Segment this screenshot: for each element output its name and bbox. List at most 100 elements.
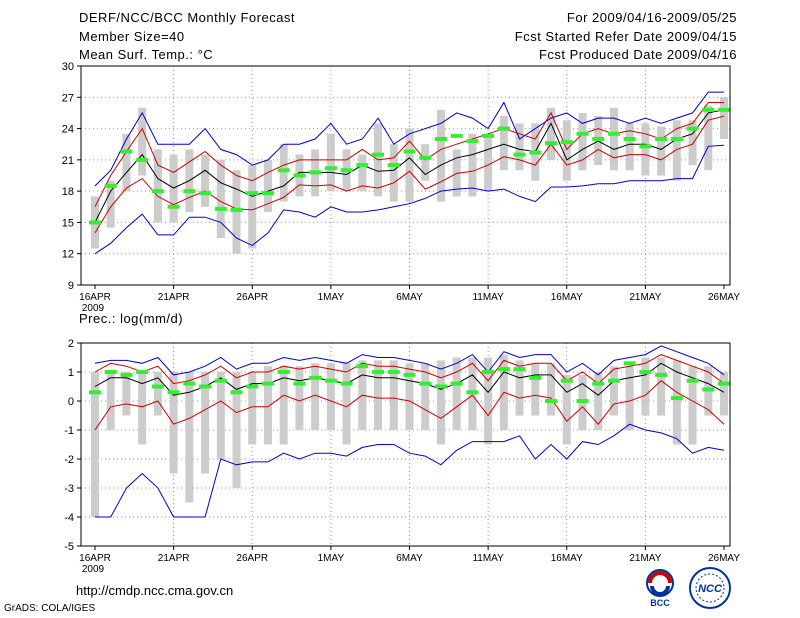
y-tick-label: -2 [64, 454, 74, 466]
ensemble-mean-mark [230, 390, 243, 395]
ensemble-mean-mark [529, 150, 542, 155]
x-tick-label: 21MAY [629, 553, 661, 564]
source-url[interactable]: http://cmdp.ncc.cma.gov.cn [76, 583, 234, 598]
ensemble-box [248, 372, 257, 445]
bcc-logo-text: BCC [650, 598, 670, 608]
ensemble-mean-mark [529, 375, 542, 380]
ensemble-mean-mark [356, 163, 369, 168]
ensemble-box [672, 360, 681, 445]
ensemble-mean-mark [372, 370, 385, 374]
ensemble-mean-mark [639, 370, 652, 374]
ensemble-mean-mark [686, 126, 699, 131]
ensemble-mean-mark [655, 137, 668, 141]
ensemble-box [515, 360, 524, 416]
y-tick-label: 15 [62, 217, 74, 229]
x-year-label: 2009 [82, 564, 105, 575]
y-tick-label: 21 [62, 155, 74, 167]
ensemble-box [484, 357, 493, 445]
ensemble-box [389, 360, 398, 430]
ensemble-box [499, 116, 508, 171]
ensemble-box [421, 363, 430, 430]
ensemble-box [578, 112, 587, 171]
plot-frame [80, 65, 731, 286]
ensemble-mean-mark [702, 387, 715, 392]
ensemble-mean-mark [340, 168, 353, 173]
series-upper-bound-blue [94, 91, 724, 187]
ncc-logo-text: NCC [698, 583, 723, 595]
x-tick-label: 26APR [236, 292, 268, 303]
ensemble-mean-mark [592, 381, 605, 386]
ensemble-mean-mark [592, 137, 605, 141]
ensemble-mean-mark [466, 139, 479, 144]
ensemble-box [279, 366, 288, 445]
ensemble-mean-mark [261, 191, 274, 196]
x-tick-label: 1MAY [318, 292, 345, 303]
ensemble-box [342, 363, 351, 445]
ensemble-box [216, 159, 225, 239]
ensemble-box [326, 133, 335, 192]
ensemble-mean-mark [403, 149, 416, 154]
ensemble-box [185, 372, 194, 503]
bcc-logo: BCC [646, 569, 674, 608]
ensemble-box [720, 97, 728, 139]
x-tick-label: 11MAY [472, 292, 504, 303]
x-year-label: 2009 [82, 303, 105, 314]
ensemble-box [657, 357, 666, 416]
ensemble-box [405, 363, 414, 430]
ensemble-mean-mark [246, 384, 259, 389]
ensemble-box [106, 180, 115, 228]
ensemble-box [326, 363, 335, 430]
ensemble-box [295, 366, 304, 430]
ensemble-mean-mark [623, 361, 636, 366]
ensemble-box [232, 372, 241, 488]
ensemble-mean-mark [513, 367, 526, 372]
ensemble-mean-mark [655, 372, 668, 377]
y-tick-label: 0 [68, 396, 74, 408]
ensemble-mean-mark [466, 390, 479, 395]
x-tick-label: 26MAY [708, 292, 740, 303]
ensemble-box [374, 360, 383, 430]
y-tick-label: -5 [64, 541, 74, 553]
y-tick-label: 2 [68, 338, 74, 350]
ensemble-box [547, 363, 556, 416]
x-tick-label: 1MAY [318, 553, 345, 564]
ensemble-mean-mark [293, 381, 306, 386]
ensemble-box [91, 372, 99, 517]
variable-label: Mean Surf. Temp.: °C [79, 47, 214, 62]
ncc-logo: NCC [689, 567, 731, 609]
forecast-period: For 2009/04/16-2009/05/25 [566, 10, 737, 25]
ensemble-mean-mark [607, 131, 620, 136]
ensemble-box [515, 123, 524, 171]
ensemble-mean-mark [120, 372, 133, 377]
x-tick-label: 6MAY [396, 553, 423, 564]
x-tick-label: 26MAY [708, 553, 740, 564]
ensemble-box [263, 159, 272, 212]
ensemble-mean-mark [167, 390, 180, 395]
ensemble-mean-mark [183, 189, 196, 194]
ensemble-mean-mark [576, 131, 589, 136]
forecast-start-date: Fcst Started Refer Date 2009/04/15 [514, 29, 737, 44]
ensemble-box [547, 107, 556, 160]
ensemble-mean-mark [340, 381, 353, 386]
ensemble-box [263, 366, 272, 445]
ensemble-box [436, 109, 445, 202]
ensemble-mean-mark [230, 207, 243, 212]
ensemble-mean-mark [372, 152, 385, 157]
ensemble-box [279, 144, 288, 202]
ensemble-box [720, 372, 728, 416]
ensemble-mean-mark [183, 381, 196, 386]
ensemble-box [562, 374, 571, 445]
ensemble-box [389, 144, 398, 202]
ensemble-box [609, 107, 618, 171]
ensemble-mean-mark [387, 370, 400, 374]
ensemble-mean-mark [560, 378, 573, 383]
ensemble-mean-mark [89, 220, 101, 225]
ensemble-mean-mark [277, 168, 290, 173]
ensemble-box [452, 357, 461, 430]
ensemble-mean-mark [309, 375, 322, 380]
ensemble-box [609, 366, 618, 416]
member-size: Member Size=40 [79, 29, 185, 44]
x-tick-label: 21APR [158, 553, 190, 564]
ensemble-mean-mark [560, 140, 573, 145]
